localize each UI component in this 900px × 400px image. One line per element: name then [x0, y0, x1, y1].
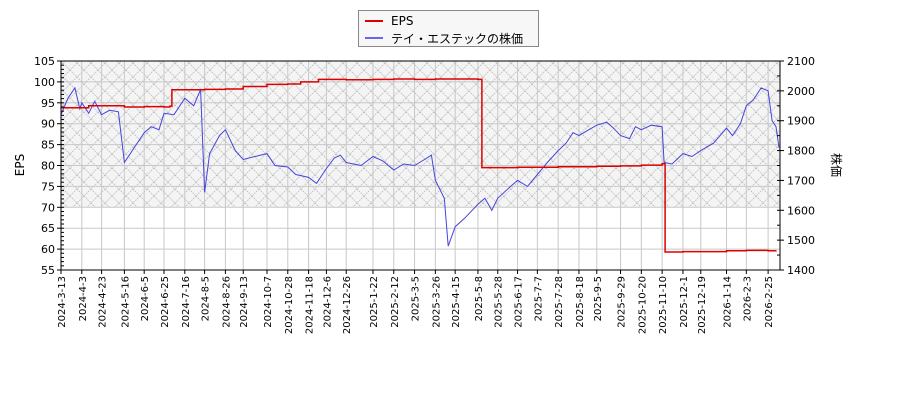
legend: EPS テイ・エステックの株価 — [358, 10, 539, 47]
x-tick-label: 2025-7-28 — [554, 276, 565, 328]
x-tick-label: 2025-1-22 — [369, 276, 380, 328]
x-tick-label: 2024-8-5 — [201, 276, 212, 321]
eps-line-swatch-icon — [365, 20, 383, 22]
y-tick-label: 60 — [41, 243, 55, 256]
x-tick-label: 2025-9-29 — [617, 276, 628, 328]
y-tick-label: 105 — [34, 55, 55, 68]
y2-tick-label: 1800 — [787, 145, 815, 158]
y2-tick-label: 1500 — [787, 234, 815, 247]
x-tick-label: 2025-3-5 — [411, 276, 422, 321]
x-tick-label: 2025-12-19 — [697, 276, 708, 334]
x-tick-label: 2025-11-10 — [658, 276, 669, 334]
y-tick-label: 65 — [41, 222, 55, 235]
x-tick-label: 2025-2-12 — [390, 276, 401, 328]
x-tick-label: 2024-11-18 — [305, 276, 316, 334]
price-line-swatch-icon — [365, 37, 383, 39]
legend-item-eps: EPS — [365, 13, 413, 29]
x-tick-label: 2025-5-28 — [494, 276, 505, 328]
legend-label-eps: EPS — [391, 14, 414, 28]
x-tick-label: 2024-6-5 — [140, 276, 151, 321]
left-axis-title: EPS — [13, 154, 27, 176]
x-tick-label: 2024-3-13 — [57, 276, 68, 328]
y-tick-label: 85 — [41, 139, 55, 152]
right-axis-title: 株価 — [829, 153, 844, 177]
x-tick-label: 2024-10-28 — [284, 276, 295, 334]
y2-tick-label: 2000 — [787, 85, 815, 98]
y-tick-label: 70 — [41, 201, 55, 214]
y2-tick-label: 1400 — [787, 264, 815, 277]
y-tick-label: 55 — [41, 264, 55, 277]
y-tick-label: 100 — [34, 76, 55, 89]
legend-item-price: テイ・エステックの株価 — [365, 30, 523, 46]
x-tick-label: 2024-7-16 — [181, 276, 192, 328]
x-tick-label: 2024-4-23 — [98, 276, 109, 328]
axes: 55 60 65 70 75 80 85 90 95 100 105 1400 1500 1600 1700… — [34, 55, 815, 334]
y2-tick-label: 2100 — [787, 55, 815, 68]
x-tick-label: 2024-6-25 — [160, 276, 171, 328]
x-tick-label: 2025-5-8 — [474, 276, 485, 321]
x-tick-label: 2024-10-7 — [263, 276, 274, 328]
legend-label-price: テイ・エステックの株価 — [391, 31, 524, 46]
x-tick-label: 2026-1-14 — [723, 276, 734, 328]
x-tick-label: 2025-8-18 — [575, 276, 586, 328]
x-tick-label: 2024-4-3 — [78, 276, 89, 321]
x-tick-label: 2025-12-1 — [679, 276, 690, 328]
x-tick-label: 2024-9-13 — [239, 276, 250, 328]
series-lines — [60, 78, 780, 253]
x-tick-label: 2024-12-26 — [342, 276, 353, 334]
y2-tick-label: 1900 — [787, 115, 815, 128]
y-tick-label: 95 — [41, 97, 55, 110]
x-tick-label: 2025-3-26 — [431, 276, 442, 328]
y-tick-label: 80 — [41, 160, 55, 173]
x-tick-label: 2024-5-16 — [120, 276, 131, 328]
x-tick-label: 2025-9-5 — [593, 276, 604, 321]
x-tick-label: 2024-8-26 — [221, 276, 232, 328]
x-tick-label: 2025-6-17 — [514, 276, 525, 328]
x-tick-label: 2026-2-3 — [742, 276, 753, 321]
y2-tick-label: 1700 — [787, 174, 815, 187]
x-tick-label: 2025-10-20 — [637, 276, 648, 334]
gridlines — [60, 60, 780, 271]
x-tick-label: 2026-2-25 — [764, 276, 775, 328]
y-tick-label: 90 — [41, 118, 55, 131]
x-tick-label: 2025-4-15 — [451, 276, 462, 328]
y2-tick-label: 1600 — [787, 204, 815, 217]
x-tick-label: 2025-7-7 — [533, 276, 544, 321]
x-tick-label: 2024-12-6 — [322, 276, 333, 328]
y-tick-label: 75 — [41, 180, 55, 193]
